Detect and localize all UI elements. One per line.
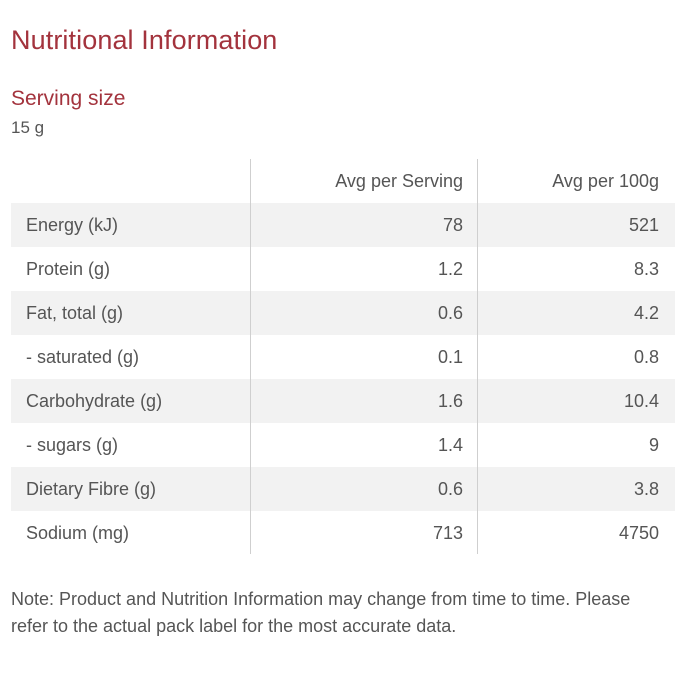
table-row: Energy (kJ) 78 521 [11, 203, 675, 247]
nutrient-name: Carbohydrate (g) [26, 391, 163, 411]
per-serving-value: 1.4 [437, 435, 463, 455]
nutrient-name: Energy (kJ) [26, 215, 119, 235]
disclaimer-note: Note: Product and Nutrition Information … [11, 589, 631, 636]
table-row: Fat, total (g) 0.6 4.2 [11, 291, 675, 335]
table-row: - sugars (g) 1.4 9 [11, 423, 675, 467]
serving-size-label: Serving size [11, 87, 126, 110]
nutrient-name: Dietary Fibre (g) [26, 479, 157, 499]
column-divider [477, 159, 478, 554]
nutrient-name: Sodium (mg) [26, 523, 130, 543]
per-100g-value: 4.2 [633, 303, 659, 323]
page-title: Nutritional Information [11, 25, 278, 55]
per-100g-value: 10.4 [623, 391, 659, 411]
header-avg-per-100g: Avg per 100g [552, 171, 659, 191]
table-row: Protein (g) 1.2 8.3 [11, 247, 675, 291]
per-serving-value: 78 [442, 215, 463, 235]
table-row: - saturated (g) 0.1 0.8 [11, 335, 675, 379]
per-serving-value: 0.6 [437, 479, 463, 499]
per-serving-value: 713 [432, 523, 463, 543]
table-header-row: Avg per Serving Avg per 100g [11, 159, 675, 203]
per-serving-value: 0.1 [437, 347, 463, 367]
per-100g-value: 521 [628, 215, 659, 235]
nutrient-name: Protein (g) [26, 259, 111, 279]
nutrient-name: - sugars (g) [26, 435, 119, 455]
per-serving-value: 0.6 [437, 303, 463, 323]
per-100g-value: 4750 [618, 523, 659, 543]
per-100g-value: 3.8 [633, 479, 659, 499]
column-divider [250, 159, 251, 554]
per-serving-value: 1.2 [437, 259, 463, 279]
per-100g-value: 9 [648, 435, 659, 455]
nutrient-name: - saturated (g) [26, 347, 140, 367]
table-row: Carbohydrate (g) 1.6 10.4 [11, 379, 675, 423]
per-100g-value: 0.8 [633, 347, 659, 367]
per-serving-value: 1.6 [437, 391, 463, 411]
table-row: Dietary Fibre (g) 0.6 3.8 [11, 467, 675, 511]
serving-size-value: 15 g [11, 118, 45, 137]
header-avg-per-serving: Avg per Serving [335, 171, 463, 191]
table-row: Sodium (mg) 713 4750 [11, 511, 675, 555]
nutrient-name: Fat, total (g) [26, 303, 124, 323]
nutrition-table: Avg per Serving Avg per 100g Energy (kJ)… [11, 159, 675, 555]
per-100g-value: 8.3 [633, 259, 659, 279]
